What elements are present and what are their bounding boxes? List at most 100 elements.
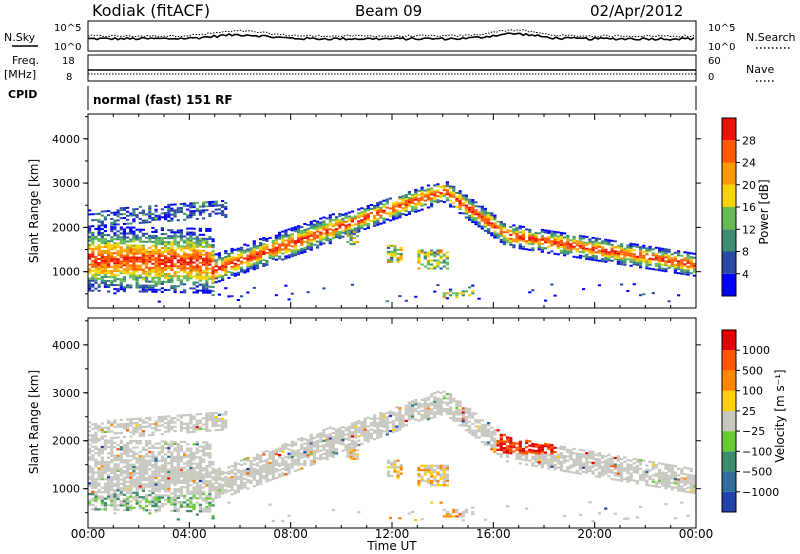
power-cell (160, 273, 164, 275)
velocity-cell (366, 438, 370, 441)
power-cell (458, 190, 462, 193)
velocity-cell (455, 404, 459, 407)
velocity-cell (186, 475, 190, 478)
velocity-cell (148, 461, 152, 464)
velocity-cell (439, 411, 443, 414)
velocity-cell (379, 422, 383, 425)
velocity-cell (113, 474, 117, 477)
power-cell (369, 220, 373, 222)
velocity-cell (221, 479, 225, 482)
power-cell (116, 211, 120, 214)
power-cell (417, 261, 421, 264)
power-cell (502, 241, 506, 244)
velocity-cell (278, 449, 282, 452)
power-cell (635, 243, 639, 246)
power-cell (591, 252, 595, 255)
power-cell (154, 274, 158, 277)
velocity-cell (173, 494, 177, 497)
velocity-cell (379, 411, 383, 415)
velocity-cell (183, 505, 187, 508)
velocity-cell (255, 468, 259, 471)
power-cell (122, 223, 126, 225)
power-cell (138, 246, 142, 249)
velocity-cell (138, 417, 142, 420)
velocity-cell (417, 406, 421, 409)
velocity-cell (259, 469, 263, 472)
power-cell (170, 263, 174, 266)
velocity-cell (559, 445, 563, 448)
power-cell (179, 269, 183, 272)
velocity-cell (205, 429, 209, 432)
velocity-cell (236, 475, 240, 478)
velocity-cell (588, 450, 592, 453)
velocity-cell (113, 478, 117, 481)
power-cell (262, 243, 266, 246)
velocity-cell (189, 464, 193, 467)
power-cell (151, 240, 155, 243)
power-ytick-label-0: 1000 (52, 266, 80, 279)
velocity-cell (148, 459, 152, 462)
power-cell (262, 265, 266, 267)
velocity-cell (103, 467, 107, 470)
power-cell (518, 247, 522, 250)
power-cell (113, 238, 117, 241)
velocity-cell (373, 425, 377, 428)
power-cell (338, 225, 342, 227)
velocity-cell (145, 453, 149, 456)
velocity-cell (107, 482, 111, 485)
velocity-cell (192, 477, 196, 480)
power-cell (357, 220, 361, 223)
power-cell (316, 224, 320, 227)
velocity-cell (268, 455, 272, 458)
power-cell (566, 248, 570, 251)
velocity-cell (173, 442, 177, 445)
power-cell (341, 231, 345, 234)
power-cell (160, 208, 164, 211)
power-cell (278, 231, 282, 234)
power-cell (433, 290, 437, 293)
velocity-cell (363, 432, 367, 436)
velocity-cell (192, 486, 196, 489)
velocity-cell (205, 418, 209, 422)
power-cell (471, 209, 475, 211)
power-cell (601, 254, 605, 257)
velocity-cell (145, 496, 149, 499)
power-cell (224, 215, 228, 218)
power-cell (677, 252, 681, 255)
velocity-cell (509, 437, 513, 440)
velocity-cell (126, 441, 130, 445)
power-cell (303, 235, 307, 237)
velocity-cell (113, 497, 117, 500)
power-cell (208, 201, 212, 203)
velocity-cell (575, 472, 579, 475)
velocity-cell (176, 462, 180, 465)
velocity-cell (195, 462, 199, 465)
power-cell (255, 259, 259, 262)
velocity-cell (449, 406, 453, 409)
velocity-cell (173, 460, 177, 463)
velocity-cell (160, 418, 164, 421)
velocity-cell (230, 478, 234, 481)
power-cell (268, 236, 272, 239)
velocity-cell (107, 467, 111, 470)
velocity-cell (126, 465, 130, 468)
power-cell (594, 245, 598, 248)
power-cell (417, 267, 421, 270)
velocity-cell (407, 401, 411, 404)
power-cell (426, 251, 430, 254)
power-cell (164, 245, 168, 248)
power-cell (667, 256, 671, 259)
power-cell (126, 286, 130, 289)
velocity-cell (107, 430, 111, 433)
power-cell (566, 234, 570, 237)
velocity-cell (211, 418, 215, 421)
power-cell (278, 245, 282, 248)
power-cell (404, 210, 408, 212)
power-cell (148, 274, 152, 277)
velocity-cell (167, 444, 171, 448)
power-cell (274, 238, 278, 241)
power-cell (107, 240, 111, 243)
power-cell (88, 235, 92, 238)
power-cell (654, 262, 658, 265)
velocity-cell (588, 454, 592, 457)
